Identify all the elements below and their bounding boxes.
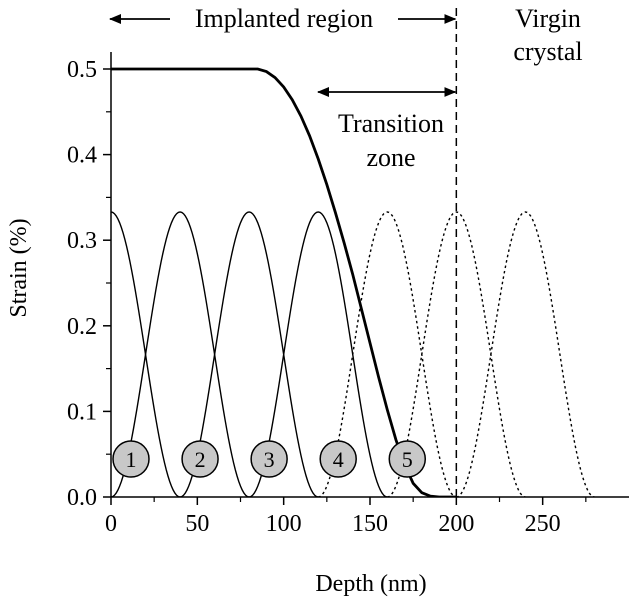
marker-circle-2 — [181, 440, 219, 478]
virgin-crystal-label-2: crystal — [513, 37, 582, 66]
transition-zone-label-2: zone — [366, 143, 415, 172]
implanted-region-label: Implanted region — [195, 4, 373, 33]
marker-circle-3 — [250, 440, 288, 478]
marker-circle-4 — [319, 440, 357, 478]
y-tick-label: 0.2 — [67, 314, 97, 340]
y-tick-label: 0.4 — [67, 143, 97, 169]
profile-series-6 — [387, 211, 526, 497]
transition-zone-label-1: Transition — [338, 109, 444, 138]
x-axis-label: Depth (nm) — [315, 571, 426, 597]
y-tick-label: 0.0 — [67, 485, 97, 511]
x-tick-label: 100 — [266, 511, 302, 537]
profile-series-7 — [456, 211, 595, 497]
total-strain-series — [111, 67, 457, 497]
profile-series-3 — [179, 211, 319, 497]
profile-series-1 — [111, 211, 181, 497]
y-tick-label: 0.3 — [67, 228, 97, 254]
x-tick-label: 250 — [525, 511, 561, 537]
y-axis-label: Strain (%) — [6, 218, 32, 317]
marker-label-1: 1 — [126, 447, 137, 472]
x-tick-label: 0 — [105, 511, 117, 537]
profile-series-4 — [248, 211, 388, 497]
x-tick-label: 50 — [185, 511, 209, 537]
marker-circle-5 — [388, 440, 427, 478]
marker-circle-1 — [112, 440, 150, 478]
marker-label-4: 4 — [333, 447, 344, 472]
x-tick-label: 200 — [438, 511, 474, 537]
x-tick-label: 150 — [352, 511, 388, 537]
curves-group — [111, 67, 595, 497]
profile-series-5 — [318, 211, 457, 497]
marker-label-3: 3 — [264, 447, 275, 472]
virgin-crystal-label-1: Virgin — [515, 4, 581, 33]
y-tick-label: 0.5 — [67, 57, 97, 83]
profile-series-2 — [111, 211, 250, 497]
marker-label-2: 2 — [195, 447, 206, 472]
marker-label-5: 5 — [402, 447, 413, 472]
y-tick-label: 0.1 — [67, 399, 97, 425]
